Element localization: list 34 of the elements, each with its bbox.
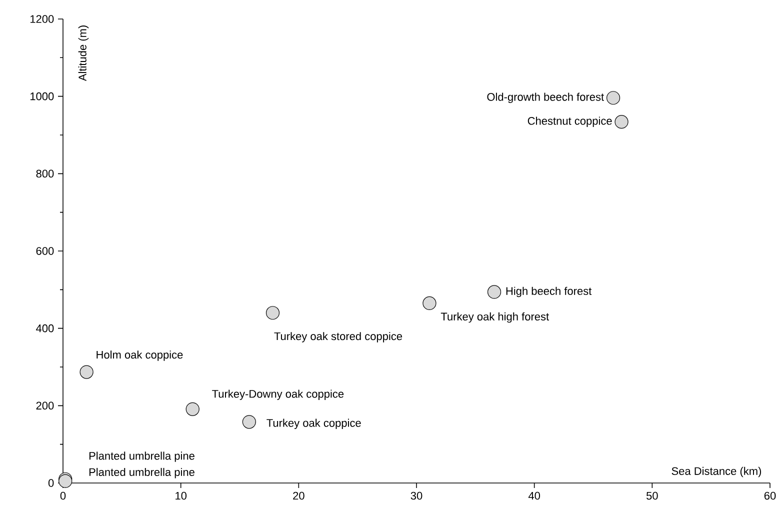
y-tick-label: 400 [36,324,54,332]
annotation: Holm oak coppice [96,350,183,361]
x-tick-label: 10 [176,492,187,500]
y-tick-label: 600 [36,247,54,255]
x-tick-label: 50 [646,492,658,500]
point [606,91,620,105]
x-tick-label: 0 [60,492,66,500]
annotation: High beech forest [506,286,592,298]
x-tick-label: 30 [410,492,422,500]
point [242,415,256,429]
x-tick-label: 20 [293,492,304,500]
y-tick-label: 1200 [30,15,54,23]
x-axis-title: Sea Distance (km) [672,466,762,478]
y-tick-label: 0 [48,479,54,487]
point [186,402,200,416]
annotation: Old-growth beech forest [487,92,604,103]
point [614,115,628,129]
x-tick-label: 60 [764,492,776,500]
point [266,306,280,320]
annotation: Turkey oak high forest [440,312,549,323]
annotation: Turkey-Downy oak coppice [212,390,344,400]
y-tick-label: 1000 [30,92,54,100]
annotation: Chestnut coppice [528,116,612,127]
point [80,365,94,379]
point [422,296,436,310]
annotation: Planted umbrella pine [89,452,194,462]
annotation: Turkey oak coppice [266,418,361,430]
point [487,285,502,299]
y-tick-label: 200 [36,402,54,410]
y-tick-label: 800 [36,170,54,178]
annotation: Turkey oak stored coppice [274,332,402,342]
annotation: Planted umbrella pine [89,468,194,478]
y-axis-title: Altitude (m) [78,26,89,82]
x-tick-label: 40 [528,492,540,500]
